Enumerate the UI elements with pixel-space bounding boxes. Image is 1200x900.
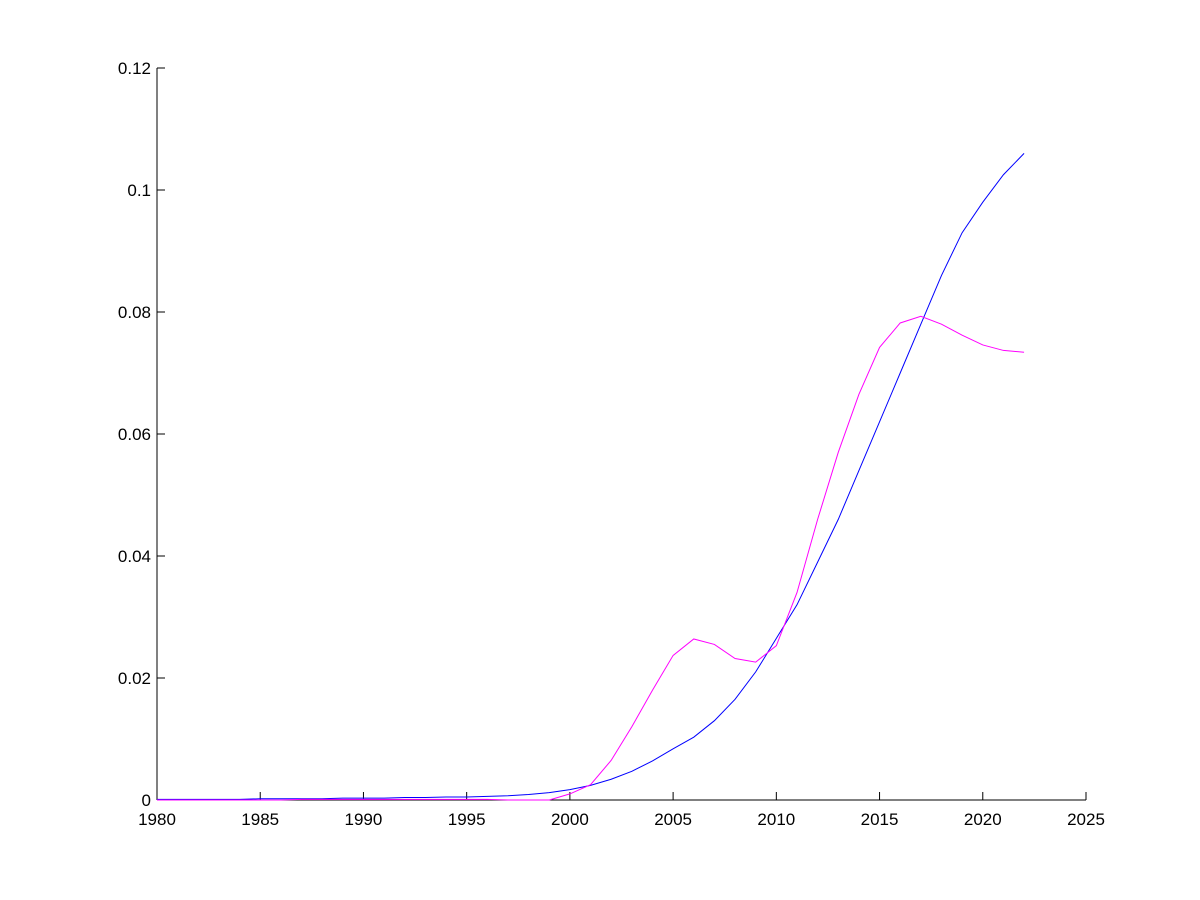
x-tick-label: 1990 — [345, 810, 383, 829]
y-tick-label: 0.08 — [118, 303, 151, 322]
x-tick-label: 2020 — [964, 810, 1002, 829]
x-tick-label: 2015 — [861, 810, 899, 829]
y-tick-label: 0.12 — [118, 59, 151, 78]
x-tick-label: 1985 — [241, 810, 279, 829]
y-tick-label: 0.04 — [118, 547, 151, 566]
line-series — [157, 315, 1025, 801]
x-tick-label: 2000 — [551, 810, 589, 829]
x-tick-label: 2025 — [1067, 810, 1105, 829]
x-tick-label: 2010 — [757, 810, 795, 829]
x-tick-label: 2005 — [654, 810, 692, 829]
x-tick-label: 1980 — [138, 810, 176, 829]
y-tick-label: 0.06 — [118, 425, 151, 444]
line-series — [157, 153, 1025, 800]
x-tick-label: 1995 — [448, 810, 486, 829]
y-tick-label: 0.1 — [127, 181, 151, 200]
y-tick-label: 0.02 — [118, 669, 151, 688]
y-tick-label: 0 — [142, 791, 151, 810]
